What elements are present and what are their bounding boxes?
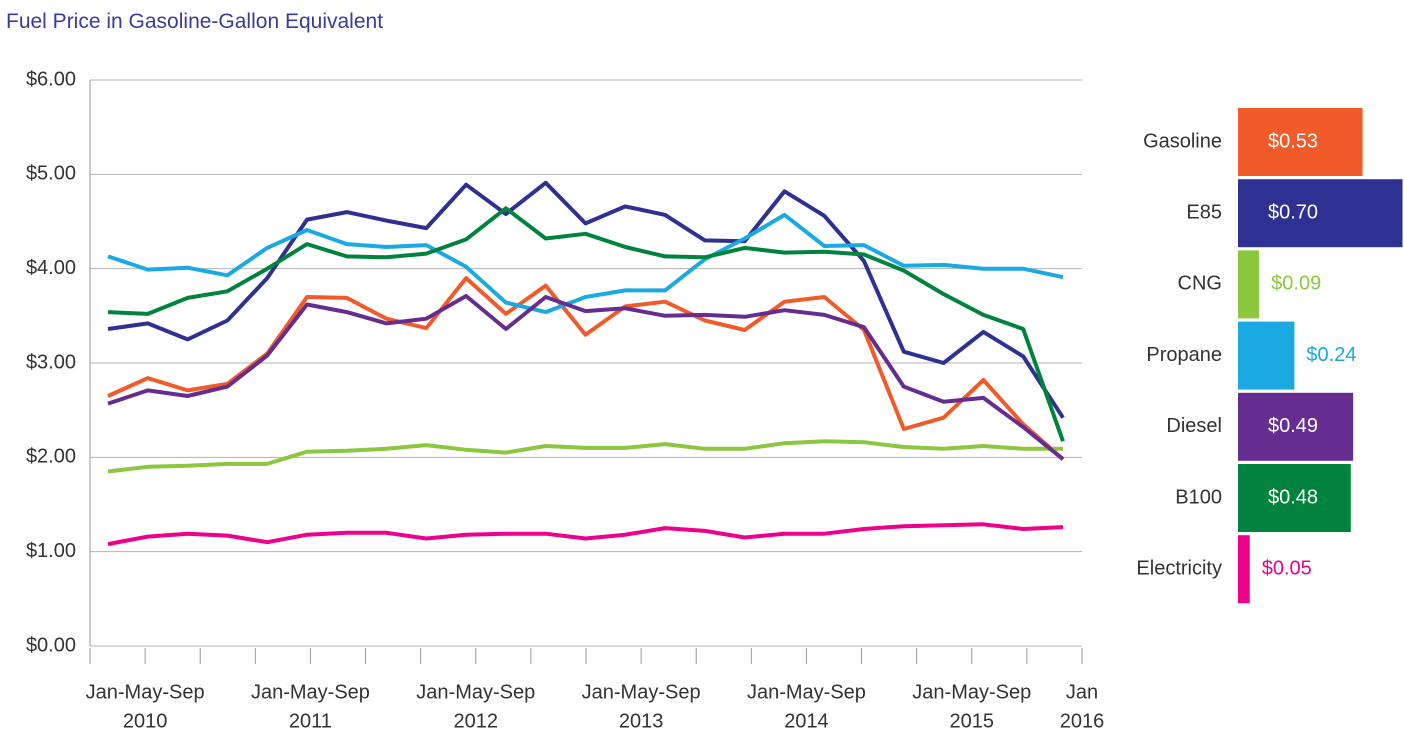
line-series [107,212,1064,315]
y-tick-label: $1.00 [26,540,76,562]
bar [1238,179,1403,248]
line-series [107,439,1063,474]
x-tick-year: 2011 [289,710,332,732]
line-series [107,180,1065,419]
x-tick-label: Jan-May-Sep [86,681,205,703]
x-tick-year: 2014 [784,710,829,732]
value-label: $0.49 [1268,415,1318,437]
value-label: $0.70 [1268,201,1318,223]
value-label: $0.09 [1271,273,1321,295]
x-tick-year: 2010 [123,710,168,732]
x-tick-year: 2013 [619,710,664,732]
bar [1238,108,1363,176]
line-series [107,294,1065,461]
bar [1238,464,1351,532]
x-tick-year: 2012 [454,710,499,732]
value-label: $0.53 [1268,130,1318,152]
x-tick-label: Jan-May-Sep [912,681,1031,703]
y-tick-label: $5.00 [26,163,76,185]
bar [1238,250,1260,319]
value-label: $0.05 [1262,557,1312,579]
category-label: Propane [1146,344,1222,366]
chart-title: Fuel Price in Gasoline-Gallon Equivalent [6,10,383,33]
value-label: $0.48 [1268,486,1318,508]
x-tick-label: Jan-May-Sep [416,681,535,703]
category-label: E85 [1186,201,1222,223]
bar [1238,321,1295,390]
x-tick-label: Jan-May-Sep [582,681,701,703]
x-tick-label: Jan-May-Sep [747,681,866,703]
category-label: Diesel [1166,415,1222,437]
y-tick-label: $0.00 [26,634,76,656]
bar [1238,392,1354,461]
category-label: B100 [1175,486,1222,508]
y-tick-label: $6.00 [26,68,76,90]
y-tick-label: $2.00 [26,446,76,468]
y-tick-label: $3.00 [26,351,76,373]
line-series [107,206,1065,442]
y-tick-label: $4.00 [26,257,76,279]
x-tick-label: Jan [1066,681,1098,703]
category-label: CNG [1178,273,1222,295]
x-tick-label: Jan-May-Sep [251,681,370,703]
category-label: Gasoline [1143,130,1222,152]
value-label: $0.24 [1306,344,1356,366]
x-tick-year: 2015 [950,710,995,732]
x-tick-year: 2016 [1060,710,1105,732]
category-label: Electricity [1136,557,1222,579]
line-series [107,522,1064,547]
bar [1238,535,1250,604]
